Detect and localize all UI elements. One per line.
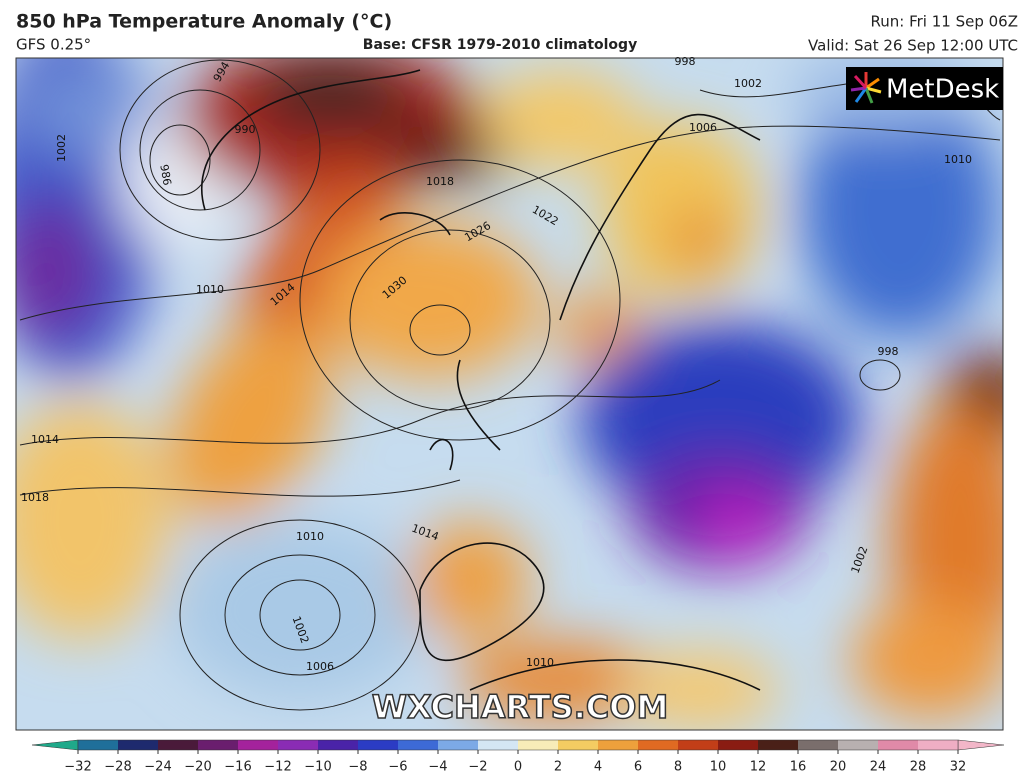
colorbar-segment [358, 740, 398, 750]
colorbar: −32 −28 −24 −20 −16 −12 −10 −8 −6 −4 −2 0 2 4 6 8 10 12 16… [31, 739, 1005, 775]
isobar-label: 1010 [526, 656, 554, 669]
colorbar-tick-label: 8 [674, 760, 682, 775]
isobar-label: 1010 [944, 153, 972, 166]
colorbar-tick-label: 0 [514, 760, 522, 775]
colorbar-segment [798, 740, 838, 750]
colorbar-segment [318, 740, 358, 750]
colorbar-segment [398, 740, 438, 750]
colorbar-tick-label: −4 [428, 760, 447, 775]
colorbar-segment [678, 740, 718, 750]
colorbar-tick-label: 16 [790, 760, 807, 775]
colorbar-tick-label: −24 [144, 760, 171, 775]
isobar-label: 990 [235, 123, 256, 136]
colorbar-segment [878, 740, 918, 750]
colorbar-tick-label: 2 [554, 760, 562, 775]
model: GFS 0.25° [16, 36, 91, 54]
logo: MetDesk [846, 67, 1003, 110]
isobar-label: 1010 [196, 283, 224, 296]
colorbar-tick-label: −28 [104, 760, 131, 775]
isobar-label: 998 [878, 345, 899, 358]
colorbar-segment [78, 740, 118, 750]
colorbar-segment [838, 740, 878, 750]
colorbar-segment [918, 740, 958, 750]
title: 850 hPa Temperature Anomaly (°C) [16, 11, 392, 33]
watermark: WXCHARTS.COM [372, 688, 669, 726]
isobar-label: 1018 [426, 175, 454, 188]
colorbar-tick-label: −8 [348, 760, 367, 775]
isobar-label: 1006 [689, 121, 717, 134]
isobar-label: 998 [675, 55, 696, 68]
map [16, 58, 1003, 730]
colorbar-tick-label: 10 [710, 760, 727, 775]
colorbar-tick-label: 4 [594, 760, 602, 775]
base: Base: CFSR 1979-2010 climatology [363, 37, 637, 53]
colorbar-tick-label: 32 [950, 760, 967, 775]
colorbar-tick-label: 6 [634, 760, 642, 775]
logo-text: MetDesk [886, 75, 999, 105]
colorbar-segment [518, 740, 558, 750]
colorbar-segment [198, 740, 238, 750]
colorbar-tick-label: 28 [910, 760, 927, 775]
colorbar-tick-label: −12 [264, 760, 291, 775]
colorbar-segment [478, 740, 518, 750]
isobar-label: 1010 [296, 530, 324, 543]
map-frame [15, 57, 1004, 731]
colorbar-tick-label: 24 [870, 760, 887, 775]
valid: Valid: Sat 26 Sep 12:00 UTC [808, 37, 1018, 55]
colorbar-over [957, 739, 1005, 751]
colorbar-tick-label: −32 [64, 760, 91, 775]
colorbar-tick-label: −2 [468, 760, 487, 775]
colorbar-segment [438, 740, 478, 750]
colorbar-segment [118, 740, 158, 750]
colorbar-tick-label: −6 [388, 760, 407, 775]
colorbar-tick-label: −20 [184, 760, 211, 775]
isobar-label: 986 [157, 163, 173, 186]
colorbar-segment [558, 740, 598, 750]
colorbar-segment [598, 740, 638, 750]
colorbar-segment [638, 740, 678, 750]
isobar-label: 1002 [734, 77, 762, 90]
colorbar-tick-label: −16 [224, 760, 251, 775]
colorbar-segment [238, 740, 278, 750]
isobar-label: 1014 [31, 433, 59, 446]
colorbar-segment [278, 740, 318, 750]
colorbar-segment [758, 740, 798, 750]
isobar-label: 1002 [55, 134, 68, 162]
colorbar-tick-label: 20 [830, 760, 847, 775]
colorbar-tick-label: −10 [304, 760, 331, 775]
colorbar-under [31, 739, 79, 751]
colorbar-segment [718, 740, 758, 750]
colorbar-tick-label: 12 [750, 760, 767, 775]
colorbar-segment [158, 740, 198, 750]
run: Run: Fri 11 Sep 06Z [871, 13, 1018, 31]
isobar-label: 1018 [21, 491, 49, 504]
isobar-label: 1006 [306, 660, 334, 673]
